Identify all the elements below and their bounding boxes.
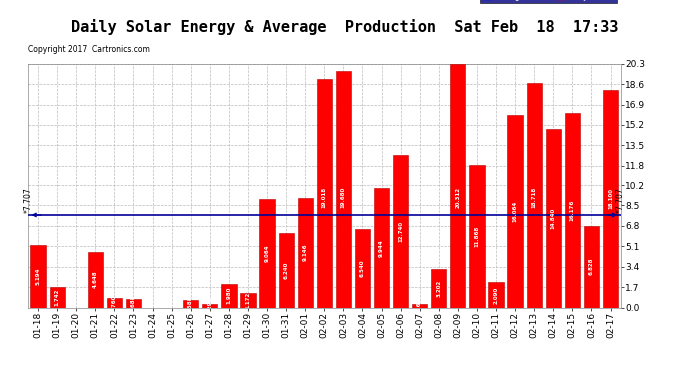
Text: 16.176: 16.176 [570, 200, 575, 221]
Bar [526, 83, 542, 308]
Bar [50, 286, 65, 308]
Legend: Average  (kWh), Daily  (kWh): Average (kWh), Daily (kWh) [480, 0, 617, 3]
Text: 2.090: 2.090 [493, 286, 498, 304]
Text: 6.828: 6.828 [589, 258, 594, 275]
Text: 1.172: 1.172 [246, 292, 250, 309]
Text: 0.260: 0.260 [417, 297, 422, 315]
Bar [88, 252, 103, 308]
Text: 9.944: 9.944 [379, 239, 384, 256]
Text: 3.202: 3.202 [436, 280, 442, 297]
Bar [259, 199, 275, 308]
Text: 0.688: 0.688 [131, 295, 136, 312]
Bar [469, 165, 484, 308]
Text: 16.064: 16.064 [513, 200, 518, 222]
Text: 18.100: 18.100 [608, 188, 613, 209]
Bar [374, 188, 389, 308]
Bar [202, 304, 217, 307]
Text: 1.742: 1.742 [55, 288, 59, 306]
Bar [126, 299, 141, 307]
Bar [221, 284, 237, 308]
Text: Copyright 2017  Cartronics.com: Copyright 2017 Cartronics.com [28, 45, 150, 54]
Bar [107, 298, 122, 307]
Bar [507, 115, 523, 308]
Text: 0.760: 0.760 [112, 294, 117, 312]
Text: *7.707: *7.707 [615, 188, 624, 213]
Text: 6.540: 6.540 [360, 260, 365, 277]
Text: 19.018: 19.018 [322, 187, 327, 209]
Text: 4.648: 4.648 [93, 271, 98, 288]
Bar [30, 245, 46, 308]
Text: 20.312: 20.312 [455, 188, 460, 209]
Bar [603, 90, 618, 308]
Bar [355, 229, 370, 308]
Text: 18.718: 18.718 [532, 187, 537, 209]
Bar [564, 113, 580, 308]
Text: 6.240: 6.240 [284, 261, 288, 279]
Text: 11.868: 11.868 [475, 226, 480, 247]
Text: 9.064: 9.064 [264, 244, 270, 262]
Text: 0.588: 0.588 [188, 295, 193, 313]
Text: 0.296: 0.296 [207, 297, 213, 314]
Bar [240, 293, 255, 308]
Text: 14.840: 14.840 [551, 208, 555, 229]
Bar [431, 269, 446, 308]
Text: 9.146: 9.146 [303, 244, 308, 261]
Bar [393, 154, 408, 308]
Bar [336, 71, 351, 308]
Text: 12.740: 12.740 [398, 220, 403, 242]
Bar [183, 300, 198, 307]
Text: 1.980: 1.980 [226, 287, 231, 304]
Bar [317, 79, 332, 308]
Bar [297, 198, 313, 308]
Text: Daily Solar Energy & Average  Production  Sat Feb  18  17:33: Daily Solar Energy & Average Production … [71, 19, 619, 35]
Bar [584, 225, 599, 308]
Bar [412, 304, 427, 307]
Bar [546, 129, 561, 308]
Text: 19.680: 19.680 [341, 187, 346, 209]
Text: 5.194: 5.194 [36, 268, 41, 285]
Bar [489, 282, 504, 308]
Bar [451, 64, 466, 308]
Bar [279, 232, 294, 308]
Text: *7.707: *7.707 [24, 188, 33, 213]
